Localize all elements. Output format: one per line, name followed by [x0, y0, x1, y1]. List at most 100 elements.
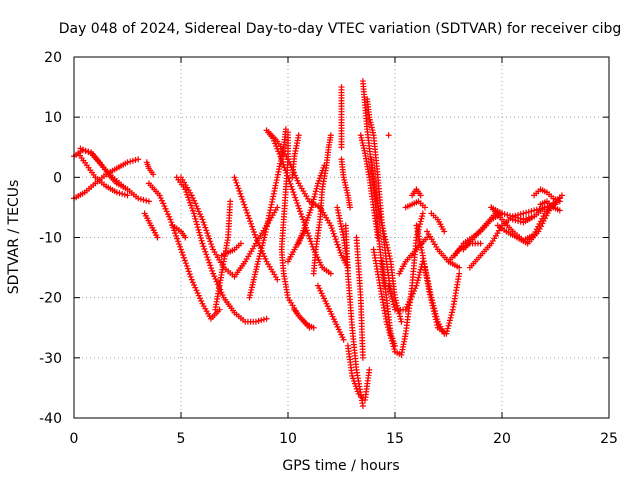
series-trace-36: [385, 258, 426, 313]
data-point: [387, 255, 394, 262]
data-point: [441, 330, 448, 337]
data-point: [198, 298, 205, 305]
data-point: [556, 198, 563, 205]
data-point: [388, 293, 395, 300]
data-point: [187, 199, 194, 206]
data-point: [246, 294, 253, 301]
data-point: [161, 203, 168, 210]
series-trace-39: [409, 186, 424, 199]
data-point: [274, 276, 281, 283]
data-point: [392, 297, 399, 304]
series-trace-18: [289, 132, 302, 181]
data-point: [249, 226, 256, 233]
data-point: [430, 302, 437, 309]
x-axis-label: GPS time / hours: [282, 458, 399, 474]
data-point: [260, 316, 267, 323]
data-point: [295, 202, 302, 209]
data-point: [531, 207, 538, 214]
data-point: [116, 190, 123, 197]
data-point: [272, 140, 279, 147]
data-point: [298, 210, 305, 217]
series-trace-37: [385, 132, 392, 139]
data-point: [444, 325, 451, 332]
data-point: [539, 220, 546, 227]
data-point: [182, 260, 189, 267]
data-point: [449, 309, 456, 316]
data-point: [185, 268, 192, 275]
data-point: [189, 207, 196, 214]
data-point: [385, 250, 392, 257]
series-trace-29: [353, 234, 366, 361]
data-point: [127, 158, 134, 165]
data-point: [446, 317, 453, 324]
data-point: [293, 197, 300, 204]
data-point: [379, 222, 386, 229]
data-point: [156, 192, 163, 199]
series-trace-6: [141, 210, 161, 241]
series-trace-28: [338, 84, 345, 151]
data-point: [181, 257, 188, 264]
data-point: [273, 143, 280, 150]
data-point: [509, 216, 516, 223]
series-trace-20: [295, 162, 328, 247]
data-point: [187, 202, 194, 209]
data-point: [208, 265, 215, 272]
y-tick-label: 20: [44, 50, 62, 66]
data-point: [167, 216, 174, 223]
data-point: [416, 269, 423, 276]
data-point: [456, 270, 463, 277]
data-point: [163, 208, 170, 215]
series-trace-5: [143, 159, 157, 178]
data-point: [207, 262, 214, 269]
data-point: [174, 235, 181, 242]
data-point: [293, 175, 300, 182]
data-point: [189, 195, 196, 202]
data-point: [188, 276, 195, 283]
data-point: [310, 196, 317, 203]
data-point: [385, 132, 392, 139]
data-point: [194, 224, 201, 231]
series-trace-27: [338, 156, 354, 211]
data-point: [194, 289, 201, 296]
data-point: [428, 294, 435, 301]
data-point: [445, 322, 452, 329]
data-point: [403, 304, 410, 311]
data-point: [299, 216, 306, 223]
data-point: [391, 346, 398, 353]
data-point: [207, 238, 214, 245]
data-point: [178, 249, 185, 256]
data-point: [337, 249, 344, 256]
data-point: [143, 197, 150, 204]
data-point: [307, 238, 314, 245]
data-point: [384, 244, 391, 251]
series-trace-4: [77, 145, 127, 190]
data-point: [178, 246, 184, 253]
data-point: [259, 242, 266, 249]
data-point: [258, 245, 265, 252]
data-point: [182, 234, 189, 241]
data-point: [77, 145, 84, 152]
data-point: [540, 217, 547, 224]
data-point: [429, 300, 436, 307]
data-point: [245, 212, 252, 219]
data-point: [242, 204, 249, 211]
data-point: [246, 215, 253, 222]
data-point: [124, 159, 131, 166]
data-point: [429, 297, 436, 304]
series-trace-47: [460, 210, 499, 253]
data-point: [248, 220, 255, 227]
data-point: [162, 205, 169, 212]
data-point: [447, 314, 454, 321]
data-point: [199, 240, 206, 247]
data-point: [193, 287, 200, 294]
data-point: [504, 211, 511, 218]
data-point: [308, 204, 315, 211]
data-point: [255, 255, 262, 262]
data-point: [329, 227, 336, 234]
data-point: [379, 225, 386, 232]
data-point: [160, 200, 167, 207]
y-tick-label: -40: [39, 411, 62, 427]
data-point: [412, 285, 419, 292]
data-point: [416, 271, 423, 278]
data-point: [206, 235, 213, 242]
